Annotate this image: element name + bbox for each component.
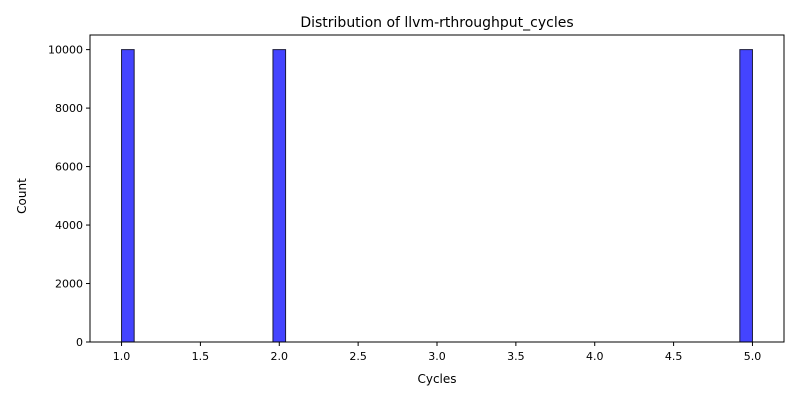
histogram-bar-1 (121, 49, 135, 343)
x-tick-label: 4.0 (586, 350, 604, 363)
x-tick-label: 4.5 (665, 350, 683, 363)
y-tick-label: 4000 (55, 219, 83, 232)
plot-frame (89, 34, 785, 343)
x-tick-label: 1.5 (192, 350, 210, 363)
y-tick-label: 6000 (55, 161, 83, 174)
x-tick-label: 3.0 (428, 350, 446, 363)
x-axis-label: Cycles (417, 372, 456, 386)
y-axis-label: Count (15, 178, 29, 214)
y-tick-label: 2000 (55, 278, 83, 291)
x-tick-label: 1.0 (113, 350, 131, 363)
y-axis-ticks: 0 2000 4000 6000 8000 10000 (48, 44, 90, 349)
y-tick-label: 0 (76, 336, 83, 349)
x-tick-label: 3.5 (507, 350, 525, 363)
x-tick-label: 2.0 (271, 350, 289, 363)
chart-title: Distribution of llvm-rthroughput_cycles (300, 15, 573, 31)
x-tick-label: 5.0 (744, 350, 762, 363)
y-tick-label: 10000 (48, 44, 83, 57)
y-tick-label: 8000 (55, 102, 83, 115)
x-axis-ticks: 1.0 1.5 2.0 2.5 3.0 3.5 4.0 4.5 5.0 (113, 342, 761, 363)
x-tick-label: 2.5 (349, 350, 367, 363)
histogram-bar-3 (739, 49, 753, 343)
bars-group (121, 49, 753, 343)
histogram-bar-2 (272, 49, 287, 343)
